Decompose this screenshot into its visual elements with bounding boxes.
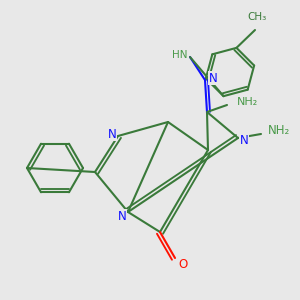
Text: HN: HN xyxy=(172,50,188,60)
Text: N: N xyxy=(208,71,217,85)
Text: NH₂: NH₂ xyxy=(237,97,258,107)
Text: H: H xyxy=(174,49,182,62)
Text: N: N xyxy=(240,134,248,146)
Text: NH₂: NH₂ xyxy=(268,124,290,136)
Text: N: N xyxy=(108,128,116,140)
Text: O: O xyxy=(178,257,188,271)
Text: N: N xyxy=(118,209,126,223)
Text: CH₃: CH₃ xyxy=(248,12,267,22)
